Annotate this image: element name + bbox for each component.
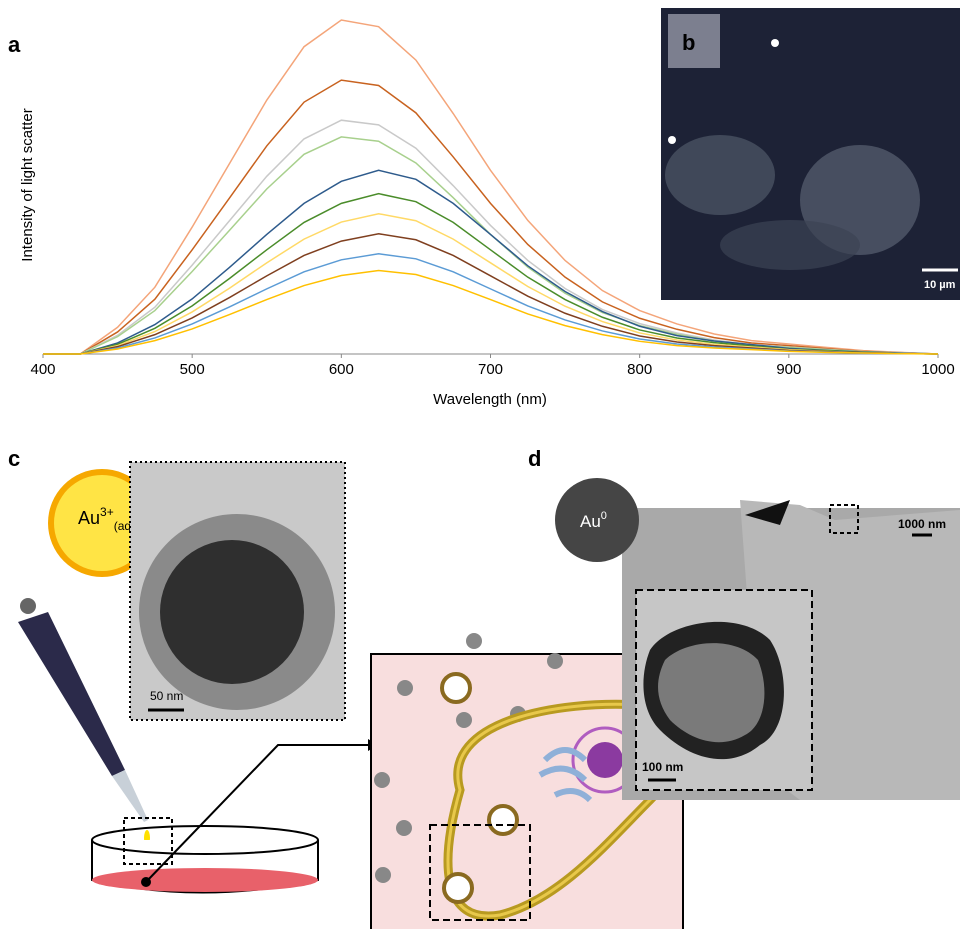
petri-dish: [92, 739, 378, 893]
ion-symbol: Au: [78, 508, 100, 528]
x-axis-label: Wavelength (nm): [433, 391, 547, 408]
panel-label: a: [8, 32, 21, 57]
x-tick-label: 700: [478, 361, 503, 378]
fluorescence-image: [661, 8, 960, 300]
particle-symbol: Au: [580, 512, 601, 531]
figure: a Wavelength (nm) Intensity of light sca…: [0, 0, 960, 929]
scale-bar-label: 50 nm: [150, 689, 183, 703]
ion-charge: 3+: [100, 505, 114, 519]
x-tick-label: 900: [776, 361, 801, 378]
panel-label: d: [528, 446, 541, 471]
scale-bar-label: 100 nm: [642, 760, 683, 774]
x-tick-label: 600: [329, 361, 354, 378]
x-tick-label: 400: [30, 361, 55, 378]
x-tick-label: 1000: [921, 361, 954, 378]
particle-charge: 0: [601, 510, 607, 522]
panel-label: c: [8, 446, 20, 471]
scale-bar-label: 1000 nm: [898, 517, 946, 531]
tem-image: [130, 462, 345, 720]
x-tick-label: 500: [180, 361, 205, 378]
panel-label: b: [682, 30, 695, 55]
y-axis-label: Intensity of light scatter: [19, 108, 36, 261]
scale-bar-label: 10 µm: [924, 279, 956, 291]
x-tick-label: 800: [627, 361, 652, 378]
